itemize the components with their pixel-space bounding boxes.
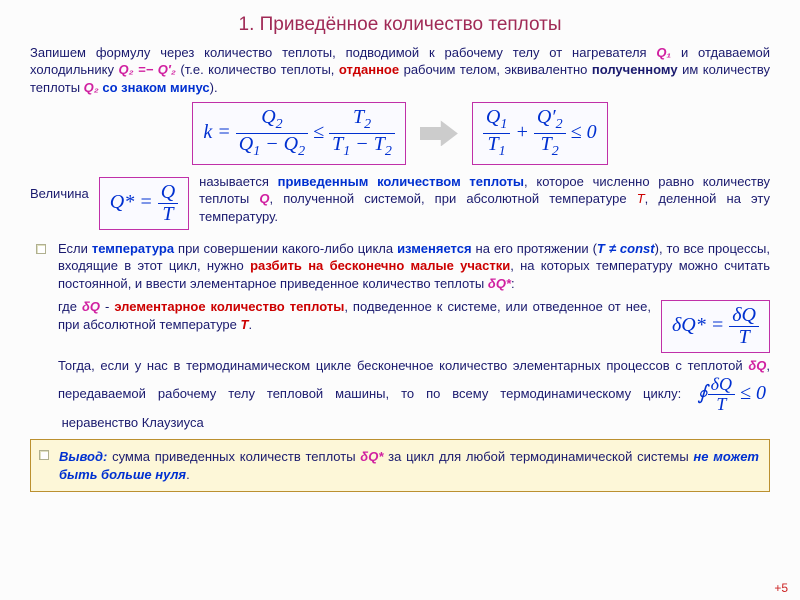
term-elem: элементарное количество теплоты [114, 299, 344, 314]
intro-paragraph: Запишем формулу через количество теплоты… [30, 44, 770, 97]
term: приведенным количеством теплоты [278, 174, 524, 189]
dq-block: δQ* = δQT где δQ - элементарное количест… [30, 298, 770, 353]
word-given: отданное [339, 62, 399, 77]
arrow-icon [420, 120, 458, 146]
text: на его протяжении ( [472, 241, 597, 256]
conclusion-box: Вывод: сумма приведенных количеств тепло… [30, 439, 770, 492]
quantity-text: называется приведенным количеством тепло… [199, 173, 770, 226]
word-changes: изменяется [397, 241, 471, 256]
formula-box-sum: Q1T1 + Q′2T2 ≤ 0 [472, 102, 608, 164]
text: , полученной системой, при абсолютной те… [269, 191, 636, 206]
text: Если [58, 241, 92, 256]
list-item: Если температура при совершении какого-л… [36, 240, 770, 293]
sym-q2: Q₂ [84, 80, 99, 95]
formula-clausius: ∮δQT ≤ 0 [697, 375, 766, 414]
formula-box-k: k = Q2Q1 − Q2 ≤ T2T1 − T2 [192, 102, 406, 164]
text: . [186, 467, 190, 482]
page-number: +5 [774, 580, 788, 596]
text: . [248, 317, 252, 332]
sym-q1: Q₁ [656, 45, 671, 60]
sym-q: Q [259, 191, 269, 206]
sym-dq2: δQ [748, 358, 766, 373]
text: ). [210, 80, 218, 95]
text: : [511, 276, 515, 291]
bullet-list: Если температура при совершении какого-л… [36, 240, 770, 293]
phrase-split: разбить на бесконечно малые участки [250, 258, 510, 273]
text: где [58, 299, 82, 314]
quantity-label: Величина [30, 173, 89, 203]
conclusion-label: Вывод: [59, 449, 107, 464]
dq-para: где δQ - элементарное количество теплоты… [30, 298, 770, 333]
text: сумма приведенных количеств теплоты [107, 449, 360, 464]
clausius-label: неравенство Клаузиуса [62, 415, 204, 430]
text: (т.е. количество теплоты, [176, 62, 339, 77]
formula-box-qstar: Q* = QT [99, 177, 189, 230]
word-minus: со знаком минус [102, 80, 209, 95]
word-received: полученному [592, 62, 678, 77]
sym-tconst: T ≠ const [597, 241, 655, 256]
text: Запишем формулу через количество теплоты… [30, 45, 656, 60]
text: за цикл для любой термодинамической сист… [383, 449, 693, 464]
text: - [100, 299, 114, 314]
text: рабочим телом, эквивалентно [399, 62, 592, 77]
sym-dqstar: δQ* [488, 276, 511, 291]
text: называется [199, 174, 277, 189]
page-title: 1. Приведённое количество теплоты [30, 12, 770, 38]
sym-t: T [637, 191, 645, 206]
sym-q2eq: Q₂ =− Q′₂ [118, 62, 175, 77]
cycle-para: Тогда, если у нас в термодинамическом ци… [30, 357, 770, 431]
word-temp: температура [92, 241, 174, 256]
quantity-row: Величина Q* = QT называется приведенным … [30, 173, 770, 230]
text: Тогда, если у нас в термодинамическом ци… [58, 358, 748, 373]
sym-dq: δQ [82, 299, 100, 314]
formula-box-dqstar: δQ* = δQT [661, 300, 770, 353]
sym-dqstar2: δQ* [360, 449, 383, 464]
equation-row: k = Q2Q1 − Q2 ≤ T2T1 − T2 Q1T1 + Q′2T2 ≤… [30, 102, 770, 164]
text: при совершении какого-либо цикла [174, 241, 397, 256]
